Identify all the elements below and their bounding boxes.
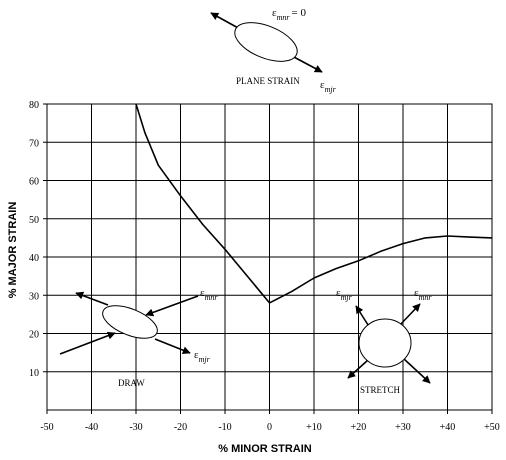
plane-strain-eps-top-eq: = 0 <box>292 7 307 19</box>
stretch-arrow-up-right <box>397 303 421 328</box>
x-tick-label: +10 <box>306 422 322 433</box>
stretch-eps-left-sub: mjr <box>341 293 353 302</box>
svg-text:εmjr: εmjr <box>320 79 337 94</box>
x-tick-label: -50 <box>40 422 53 433</box>
draw-eps-bottom-sub: mjr <box>199 355 211 364</box>
stretch-eps-right-sub: mnr <box>419 293 433 302</box>
y-axis-label: % MAJOR STRAIN <box>7 202 19 299</box>
svg-text:εmnr: εmnr <box>200 287 218 302</box>
stretch-label: STRETCH <box>360 385 401 395</box>
series-lines <box>135 103 493 304</box>
draw-arrow-in-left <box>59 331 116 355</box>
stretch-eps-left: ε <box>336 287 341 299</box>
y-tick-label: 20 <box>29 330 39 341</box>
x-tick-label: 0 <box>267 422 272 433</box>
svg-text:εmjr: εmjr <box>336 287 353 302</box>
y-tick-label: 60 <box>29 177 39 188</box>
draw-arrow-down <box>154 338 191 355</box>
draw-eps-top-sub: mnr <box>205 293 219 302</box>
draw-arrow-in-right <box>145 295 199 317</box>
plane-strain-eps-bottom-sub: mjr <box>325 85 337 94</box>
stretch-arrow-down-left <box>347 359 369 379</box>
y-tick-label: 70 <box>29 138 39 149</box>
plane-strain-eps-top: ε <box>272 7 277 19</box>
stretch-diagram: εmjr εmnr STRETCH <box>336 287 432 395</box>
plane-strain-arrow-up <box>210 12 241 30</box>
svg-text:εmnr: εmnr <box>414 287 432 302</box>
x-axis-label: % MINOR STRAIN <box>218 443 312 455</box>
stretch-arrow-down-right <box>403 358 431 384</box>
y-tick-label: 40 <box>29 253 39 264</box>
grid <box>47 104 492 410</box>
x-tick-label: +30 <box>395 422 411 433</box>
stretch-circle <box>358 318 412 368</box>
forming-limit-curve <box>135 103 493 304</box>
svg-text:εmnr= 0: εmnr = 0 <box>272 7 306 22</box>
axis-ticks: -50 -40 -30 -20 -10 0 +10 +20 +30 +40 +50 10 20 30 40 5… <box>29 100 500 433</box>
y-tick-label: 30 <box>29 291 39 302</box>
stretch-arrow-up-left <box>355 305 371 329</box>
draw-diagram: εmnr εmjr DRAW <box>59 287 218 388</box>
plane-strain-eps-top-sub: mnr <box>277 13 291 22</box>
y-tick-label: 50 <box>29 215 39 226</box>
y-tick-label: 80 <box>29 100 39 111</box>
x-tick-label: +20 <box>351 422 367 433</box>
draw-eps-top: ε <box>200 287 205 299</box>
svg-text:εmjr: εmjr <box>194 349 211 364</box>
x-tick-label: -10 <box>218 422 231 433</box>
draw-ellipse <box>102 305 158 339</box>
plane-strain-diagram: εmnr = 0 PLANE STRAIN εmjr <box>210 7 337 94</box>
draw-arrow-up <box>75 291 109 306</box>
x-tick-label: -30 <box>129 422 142 433</box>
draw-eps-bottom: ε <box>194 349 199 361</box>
x-tick-label: +50 <box>484 422 500 433</box>
x-tick-label: -20 <box>174 422 187 433</box>
plane-strain-eps-bottom: ε <box>320 79 325 91</box>
stretch-eps-right: ε <box>414 287 419 299</box>
x-tick-label: +40 <box>440 422 456 433</box>
plane-strain-ellipse <box>234 22 298 62</box>
y-tick-label: 10 <box>29 368 39 379</box>
x-tick-label: -40 <box>85 422 98 433</box>
plane-strain-arrow-down <box>291 55 323 73</box>
plane-strain-label: PLANE STRAIN <box>236 76 300 86</box>
draw-label: DRAW <box>118 378 145 388</box>
